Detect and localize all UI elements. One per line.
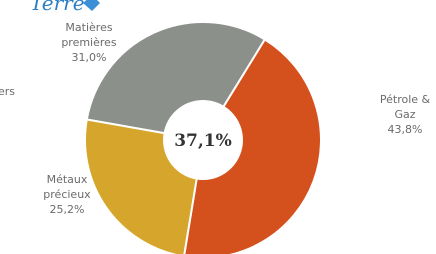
value-label: 31,0% xyxy=(58,50,120,65)
category-label: Métaux précieux xyxy=(38,172,96,202)
logo-mark xyxy=(83,0,100,11)
category-label: Pétrole & Gaz xyxy=(372,92,436,122)
value-label: 25,2% xyxy=(38,202,96,217)
category-label: Matières premières xyxy=(58,20,120,50)
center-label: 37,1% xyxy=(174,131,232,151)
value-label: 43,8% xyxy=(372,122,436,137)
page: Terre ers 37,1% (() => { const data = JS… xyxy=(0,0,436,254)
